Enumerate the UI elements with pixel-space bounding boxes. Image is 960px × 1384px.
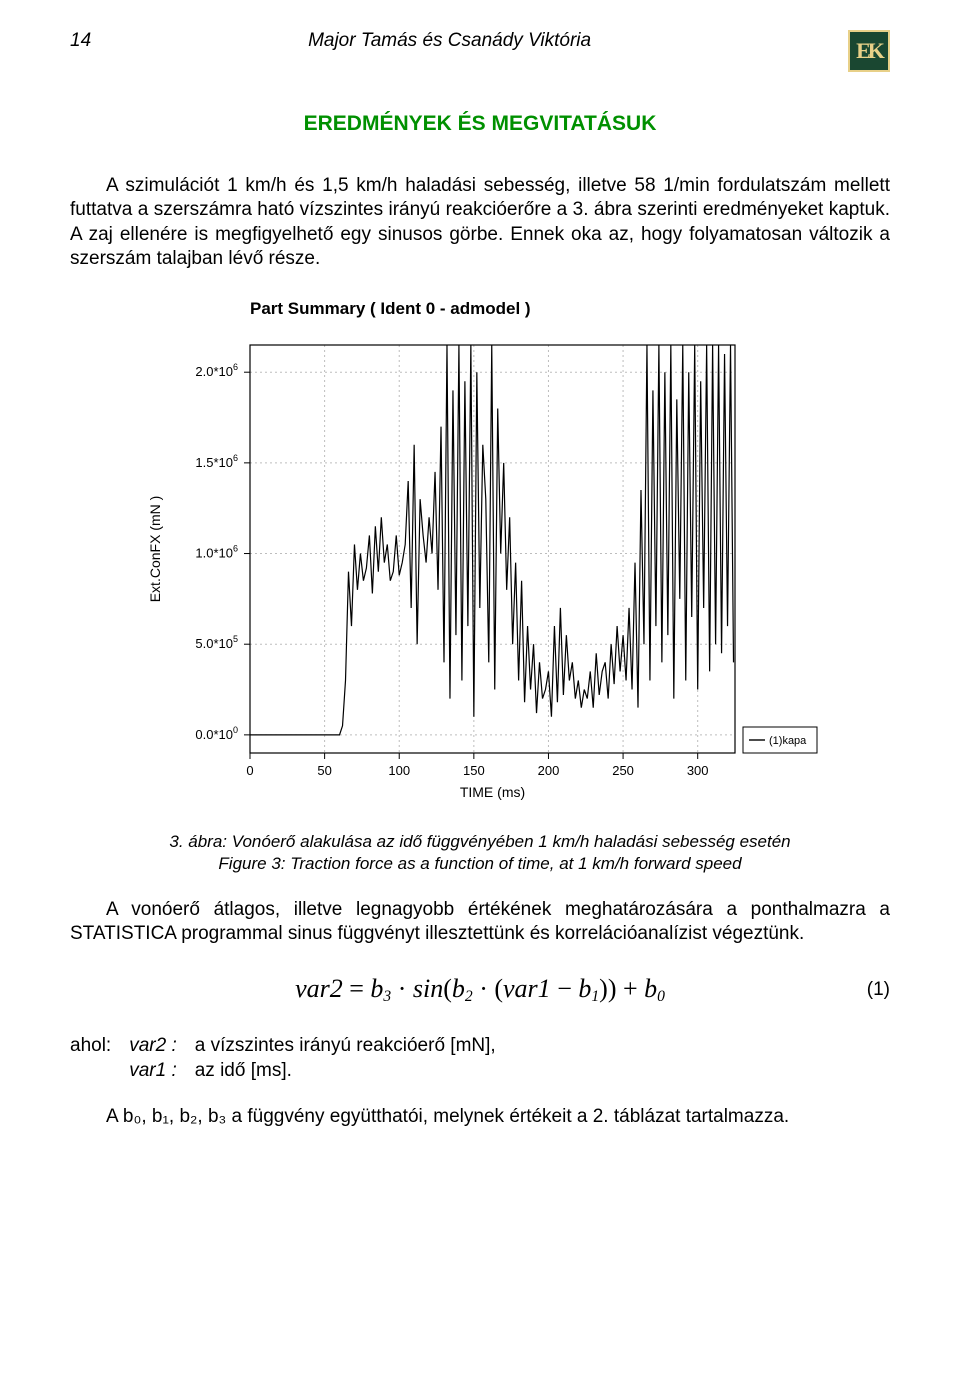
where-def-1: az idő [ms]. — [195, 1059, 496, 1084]
svg-text:100: 100 — [388, 763, 410, 778]
paragraph-1-text: A szimulációt 1 km/h és 1,5 km/h haladás… — [70, 175, 890, 269]
svg-text:0: 0 — [246, 763, 253, 778]
figure-caption: 3. ábra: Vonóerő alakulása az idő függvé… — [70, 831, 890, 874]
svg-text:200: 200 — [538, 763, 560, 778]
equation: var2 = b3 · sin(b2 · (var1 − b1)) + b0 — [295, 974, 665, 1006]
where-block: ahol: var2 : a vízszintes irányú reakció… — [70, 1034, 890, 1083]
svg-text:(1)kapa: (1)kapa — [769, 735, 807, 747]
final-line-text: A b₀, b₁, b₂, b₃ a függvény együtthatói,… — [106, 1106, 789, 1127]
page-header: 14 Major Tamás és Csanády Viktória EK — [70, 30, 890, 72]
equation-row: var2 = b3 · sin(b2 · (var1 − b1)) + b0 (… — [70, 974, 890, 1006]
svg-text:TIME (ms): TIME (ms) — [460, 784, 525, 800]
svg-text:250: 250 — [612, 763, 634, 778]
svg-text:1.5*106: 1.5*106 — [195, 453, 238, 470]
chart-title: Part Summary ( Ident 0 - admodel ) — [250, 299, 820, 319]
caption-en: Figure 3: Traction force as a function o… — [218, 854, 741, 873]
where-var-1: var1 : — [129, 1059, 177, 1084]
svg-text:300: 300 — [687, 763, 709, 778]
svg-text:50: 50 — [317, 763, 331, 778]
svg-text:1.0*106: 1.0*106 — [195, 544, 238, 561]
where-label: ahol: — [70, 1034, 111, 1059]
paragraph-2-text: A vonóerő átlagos, illetve legnagyobb ér… — [70, 899, 890, 944]
final-line: A b₀, b₁, b₂, b₃ a függvény együtthatói,… — [70, 1106, 890, 1128]
svg-text:150: 150 — [463, 763, 485, 778]
svg-text:Ext.ConFX (mN ): Ext.ConFX (mN ) — [147, 496, 163, 603]
logo-letters: EK — [856, 38, 882, 64]
svg-text:2.0*106: 2.0*106 — [195, 362, 238, 379]
where-def-0: a vízszintes irányú reakcióerő [mN], — [195, 1034, 496, 1059]
publisher-logo: EK — [848, 30, 890, 72]
svg-text:5.0*105: 5.0*105 — [195, 634, 238, 651]
equation-number: (1) — [867, 979, 890, 1001]
header-authors: Major Tamás és Csanády Viktória — [51, 30, 848, 52]
where-var-0: var2 : — [129, 1034, 177, 1059]
paragraph-1: A szimulációt 1 km/h és 1,5 km/h haladás… — [70, 174, 890, 271]
line-chart: 0 50 100 150 200 250 300 0.0*100 5.0*105 1.0*106 1… — [140, 333, 820, 803]
chart-container: Part Summary ( Ident 0 - admodel ) 0 50 10… — [140, 299, 820, 803]
caption-hu: 3. ábra: Vonóerő alakulása az idő függvé… — [169, 832, 790, 851]
section-heading: EREDMÉNYEK ÉS MEGVITATÁSUK — [70, 112, 890, 136]
svg-text:0.0*100: 0.0*100 — [195, 725, 238, 742]
paragraph-2: A vonóerő átlagos, illetve legnagyobb ér… — [70, 898, 890, 947]
